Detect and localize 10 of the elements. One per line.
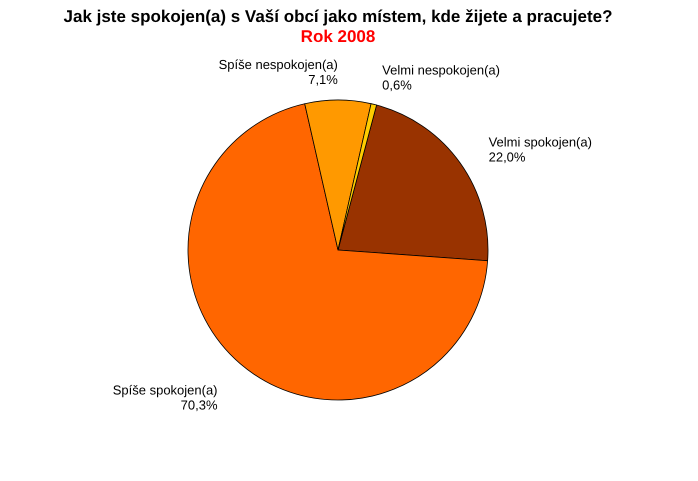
slice-label: Velmi spokojen(a)	[488, 134, 592, 150]
chart-subtitle: Rok 2008	[300, 27, 376, 46]
slice-label: Velmi nespokojen(a)	[382, 62, 500, 78]
slice-label: Spíše nespokojen(a)	[218, 57, 338, 72]
data-label: 70,3%	[180, 397, 218, 412]
data-label: 0,6%	[382, 77, 412, 92]
data-label: 22,0%	[488, 150, 526, 165]
chart-title: Jak jste spokojen(a) s Vaší obcí jako místem, kde žijete a pracujete?	[64, 7, 612, 26]
slice-label: Spíše spokojen(a)	[112, 382, 218, 398]
data-label: 7,1%	[308, 72, 338, 87]
